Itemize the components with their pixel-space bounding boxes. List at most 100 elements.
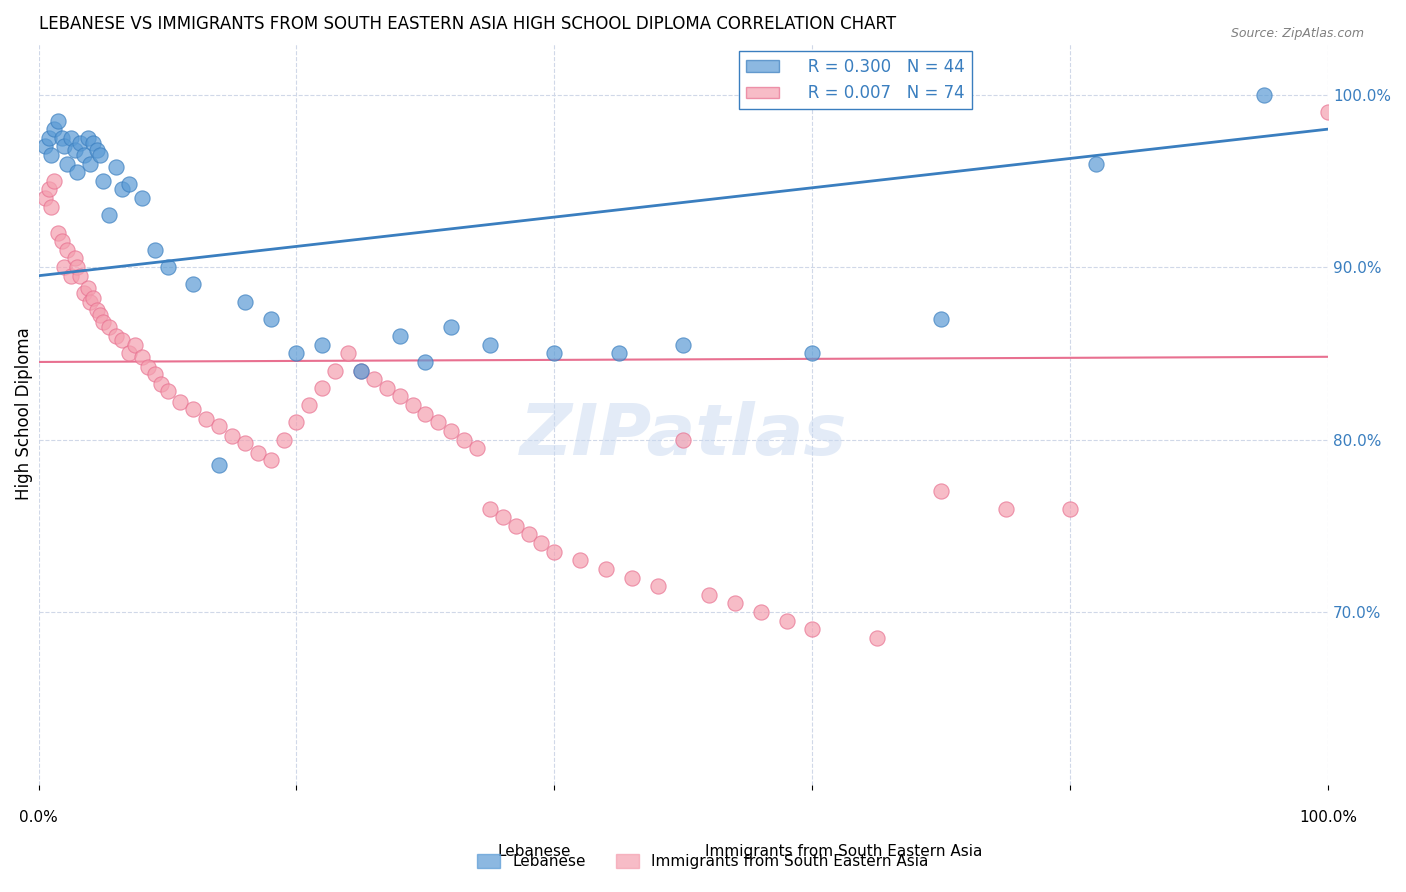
Point <box>53 139 76 153</box>
Point <box>1059 501 1081 516</box>
Point <box>76 281 98 295</box>
Point <box>492 510 515 524</box>
Point <box>801 622 824 636</box>
Point <box>1085 156 1108 170</box>
Point <box>73 285 96 300</box>
Point <box>323 363 346 377</box>
Point <box>98 208 121 222</box>
Point <box>46 113 69 128</box>
Point <box>73 148 96 162</box>
Point <box>697 588 720 602</box>
Point <box>440 424 463 438</box>
Point <box>647 579 669 593</box>
Point <box>350 363 373 377</box>
Point <box>66 260 89 274</box>
Point <box>478 337 501 351</box>
Point <box>311 337 333 351</box>
Point <box>86 143 108 157</box>
Point <box>156 260 179 274</box>
Point <box>38 182 60 196</box>
Point <box>543 346 565 360</box>
Point <box>569 553 592 567</box>
Point <box>233 294 256 309</box>
Point <box>208 418 231 433</box>
Point <box>143 367 166 381</box>
Point <box>143 243 166 257</box>
Point <box>672 337 695 351</box>
Point <box>82 291 104 305</box>
Point <box>104 160 127 174</box>
Point <box>775 614 797 628</box>
Point <box>440 320 463 334</box>
Point <box>337 346 360 360</box>
Y-axis label: High School Diploma: High School Diploma <box>15 327 32 500</box>
Point <box>195 412 218 426</box>
Text: Source: ZipAtlas.com: Source: ZipAtlas.com <box>1230 27 1364 40</box>
Point <box>42 122 65 136</box>
Point <box>82 136 104 150</box>
Point <box>595 562 617 576</box>
Point <box>929 311 952 326</box>
Point <box>79 156 101 170</box>
Point <box>749 605 772 619</box>
Point <box>124 337 146 351</box>
Point <box>363 372 385 386</box>
Point <box>34 191 56 205</box>
Point <box>505 518 527 533</box>
Point <box>56 156 79 170</box>
Point <box>517 527 540 541</box>
Text: Immigrants from South Eastern Asia: Immigrants from South Eastern Asia <box>704 845 983 859</box>
Point <box>56 243 79 257</box>
Text: LEBANESE VS IMMIGRANTS FROM SOUTH EASTERN ASIA HIGH SCHOOL DIPLOMA CORRELATION C: LEBANESE VS IMMIGRANTS FROM SOUTH EASTER… <box>38 15 896 33</box>
Text: 0.0%: 0.0% <box>20 811 58 825</box>
Point <box>38 130 60 145</box>
Point <box>181 401 204 416</box>
Point <box>285 415 308 429</box>
Point <box>543 544 565 558</box>
Point <box>1253 87 1275 102</box>
Point <box>465 441 488 455</box>
Point <box>388 389 411 403</box>
Point <box>63 252 86 266</box>
Point <box>41 148 63 162</box>
Point <box>453 433 475 447</box>
Point <box>724 596 747 610</box>
Point <box>66 165 89 179</box>
Point <box>350 363 373 377</box>
Point <box>181 277 204 292</box>
Legend: Lebanese, Immigrants from South Eastern Asia: Lebanese, Immigrants from South Eastern … <box>471 848 935 875</box>
Point <box>672 433 695 447</box>
Point <box>111 182 134 196</box>
Point <box>401 398 423 412</box>
Point <box>63 143 86 157</box>
Text: 100.0%: 100.0% <box>1299 811 1357 825</box>
Text: Lebanese: Lebanese <box>498 845 571 859</box>
Point <box>221 429 243 443</box>
Point <box>388 329 411 343</box>
Point <box>86 303 108 318</box>
Point <box>118 178 141 192</box>
Point <box>801 346 824 360</box>
Point <box>530 536 553 550</box>
Point <box>89 148 111 162</box>
Point <box>1317 104 1340 119</box>
Point <box>415 355 437 369</box>
Point <box>375 381 398 395</box>
Point <box>42 174 65 188</box>
Point <box>607 346 630 360</box>
Point <box>46 226 69 240</box>
Point <box>866 631 889 645</box>
Point <box>260 311 283 326</box>
Point <box>415 407 437 421</box>
Point <box>51 130 73 145</box>
Point <box>76 130 98 145</box>
Point <box>34 139 56 153</box>
Point <box>104 329 127 343</box>
Point <box>311 381 333 395</box>
Point <box>929 484 952 499</box>
Point <box>136 360 159 375</box>
Point <box>98 320 121 334</box>
Point <box>169 394 191 409</box>
Text: ZIPatlas: ZIPatlas <box>520 401 846 470</box>
Point <box>620 570 643 584</box>
